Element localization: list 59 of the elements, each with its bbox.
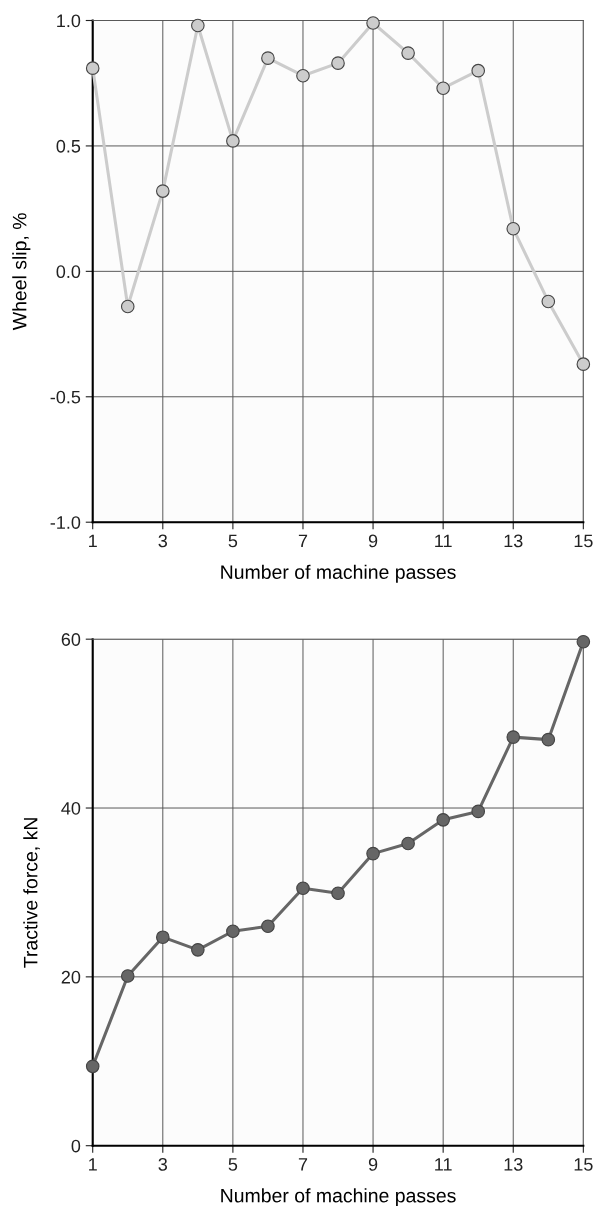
y-tick-label: 1.0 [57, 14, 81, 28]
y-tick-label: -0.5 [50, 390, 81, 404]
point [85, 61, 100, 75]
point [366, 16, 380, 30]
point [436, 813, 450, 827]
point [155, 184, 170, 198]
y-tick-label: 20 [61, 970, 81, 984]
x-tick-label: 11 [435, 1158, 452, 1171]
x-tick-label: 7 [298, 1158, 308, 1171]
point [401, 46, 415, 60]
point [436, 81, 450, 96]
y-tick-label: 0.5 [56, 139, 81, 153]
x-axis-title: Number of machine passes [221, 564, 456, 583]
x-tick-label: 7 [298, 534, 308, 548]
x-tick-label: 13 [504, 1157, 523, 1171]
point [226, 924, 240, 939]
point [191, 18, 205, 33]
point [120, 969, 135, 983]
point [261, 51, 275, 65]
point [576, 634, 591, 649]
y-tick-label: -1.0 [50, 516, 81, 529]
point [541, 294, 556, 309]
y-tick-label: 0 [71, 1139, 81, 1153]
x-tick-label: 11 [435, 534, 452, 548]
x-tick-label: 15 [574, 1158, 593, 1171]
point [331, 56, 345, 70]
point [471, 804, 486, 819]
point [155, 930, 170, 944]
y-axis-title: Wheel slip, % [12, 213, 31, 331]
x-axis-title: Number of machine passes [221, 1188, 456, 1206]
x-tick-label: 1 [89, 1158, 97, 1171]
point [296, 881, 310, 896]
point [226, 134, 240, 148]
x-tick-label: 3 [158, 1157, 168, 1171]
y-tick-label: 0.0 [56, 265, 81, 279]
point [401, 836, 415, 851]
point [296, 68, 310, 83]
x-tick-label: 1 [89, 534, 97, 548]
point [191, 943, 205, 957]
point [506, 730, 521, 744]
x-tick-label: 13 [504, 534, 523, 548]
point [85, 1059, 100, 1074]
x-tick-label: 5 [228, 534, 238, 548]
point [366, 846, 380, 861]
point [120, 299, 135, 314]
point [261, 919, 275, 934]
point [541, 732, 556, 747]
y-axis-title: Tractive force, kN [23, 818, 40, 968]
point [471, 63, 486, 78]
x-tick-label: 5 [228, 1158, 238, 1171]
x-tick-label: 3 [158, 534, 168, 548]
point [331, 886, 345, 901]
x-tick-label: 9 [368, 534, 378, 548]
point [506, 221, 521, 236]
point [576, 357, 591, 371]
x-tick-label: 9 [368, 1157, 378, 1171]
y-tick-label: 60 [61, 633, 81, 646]
x-tick-label: 15 [574, 534, 593, 548]
y-tick-label: 40 [61, 801, 81, 815]
